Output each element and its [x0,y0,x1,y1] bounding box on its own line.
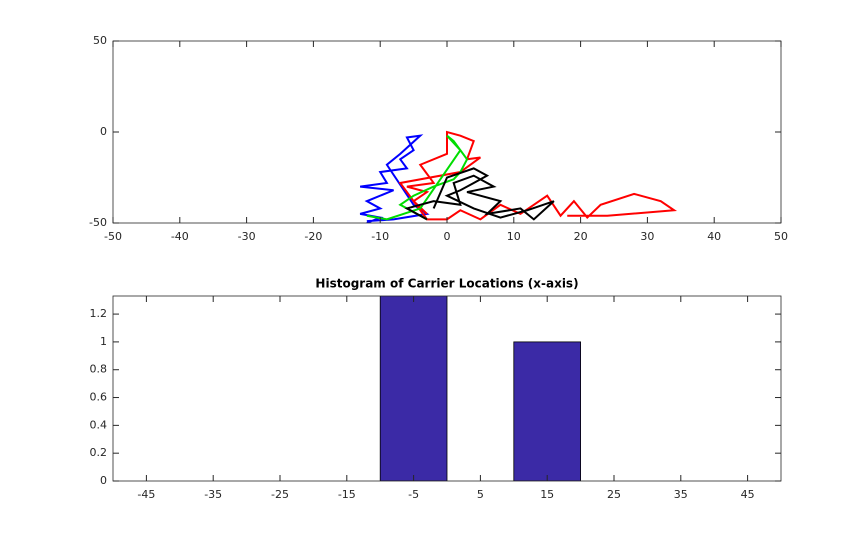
x-tick-label: 20 [574,230,588,243]
chart-title: Histogram of Carrier Locations (x-axis) [315,277,578,291]
x-tick-label: -35 [204,488,222,501]
trajectory [398,130,678,221]
x-tick-label: -40 [171,230,189,243]
x-tick-label: -20 [304,230,322,243]
x-tick-label: 10 [507,230,521,243]
plot-area [379,296,581,481]
x-tick-label: 45 [741,488,755,501]
plot-area [359,130,678,223]
y-tick-label: 50 [93,34,107,47]
y-tick-label: 0.4 [90,418,108,431]
x-tick-label: -10 [371,230,389,243]
x-tick-label: 30 [640,230,654,243]
y-tick-label: 1.2 [90,307,108,320]
x-tick-label: 50 [774,230,788,243]
x-tick-label: -25 [271,488,289,501]
x-tick-label: 25 [607,488,621,501]
x-tick-label: -5 [408,488,419,501]
x-tick-label: 35 [674,488,688,501]
y-tick-label: 1 [100,335,107,348]
x-tick-label: 15 [540,488,554,501]
y-tick-label: 0.6 [90,391,108,404]
x-tick-label: -50 [104,230,122,243]
x-tick-label: 5 [477,488,484,501]
x-tick-label: -45 [137,488,155,501]
x-tick-label: 40 [707,230,721,243]
x-tick-label: 0 [444,230,451,243]
y-tick-label: 0 [100,125,107,138]
axes-box [112,295,782,482]
y-tick-label: 0.8 [90,363,108,376]
bar [379,296,448,481]
y-tick-label: 0 [100,474,107,487]
x-tick-label: -15 [338,488,356,501]
x-tick-label: -30 [238,230,256,243]
trajectory [404,167,555,221]
bar [513,341,581,481]
y-tick-label: -50 [89,216,107,229]
trajectory [366,134,469,221]
y-tick-label: 0.2 [90,446,108,459]
